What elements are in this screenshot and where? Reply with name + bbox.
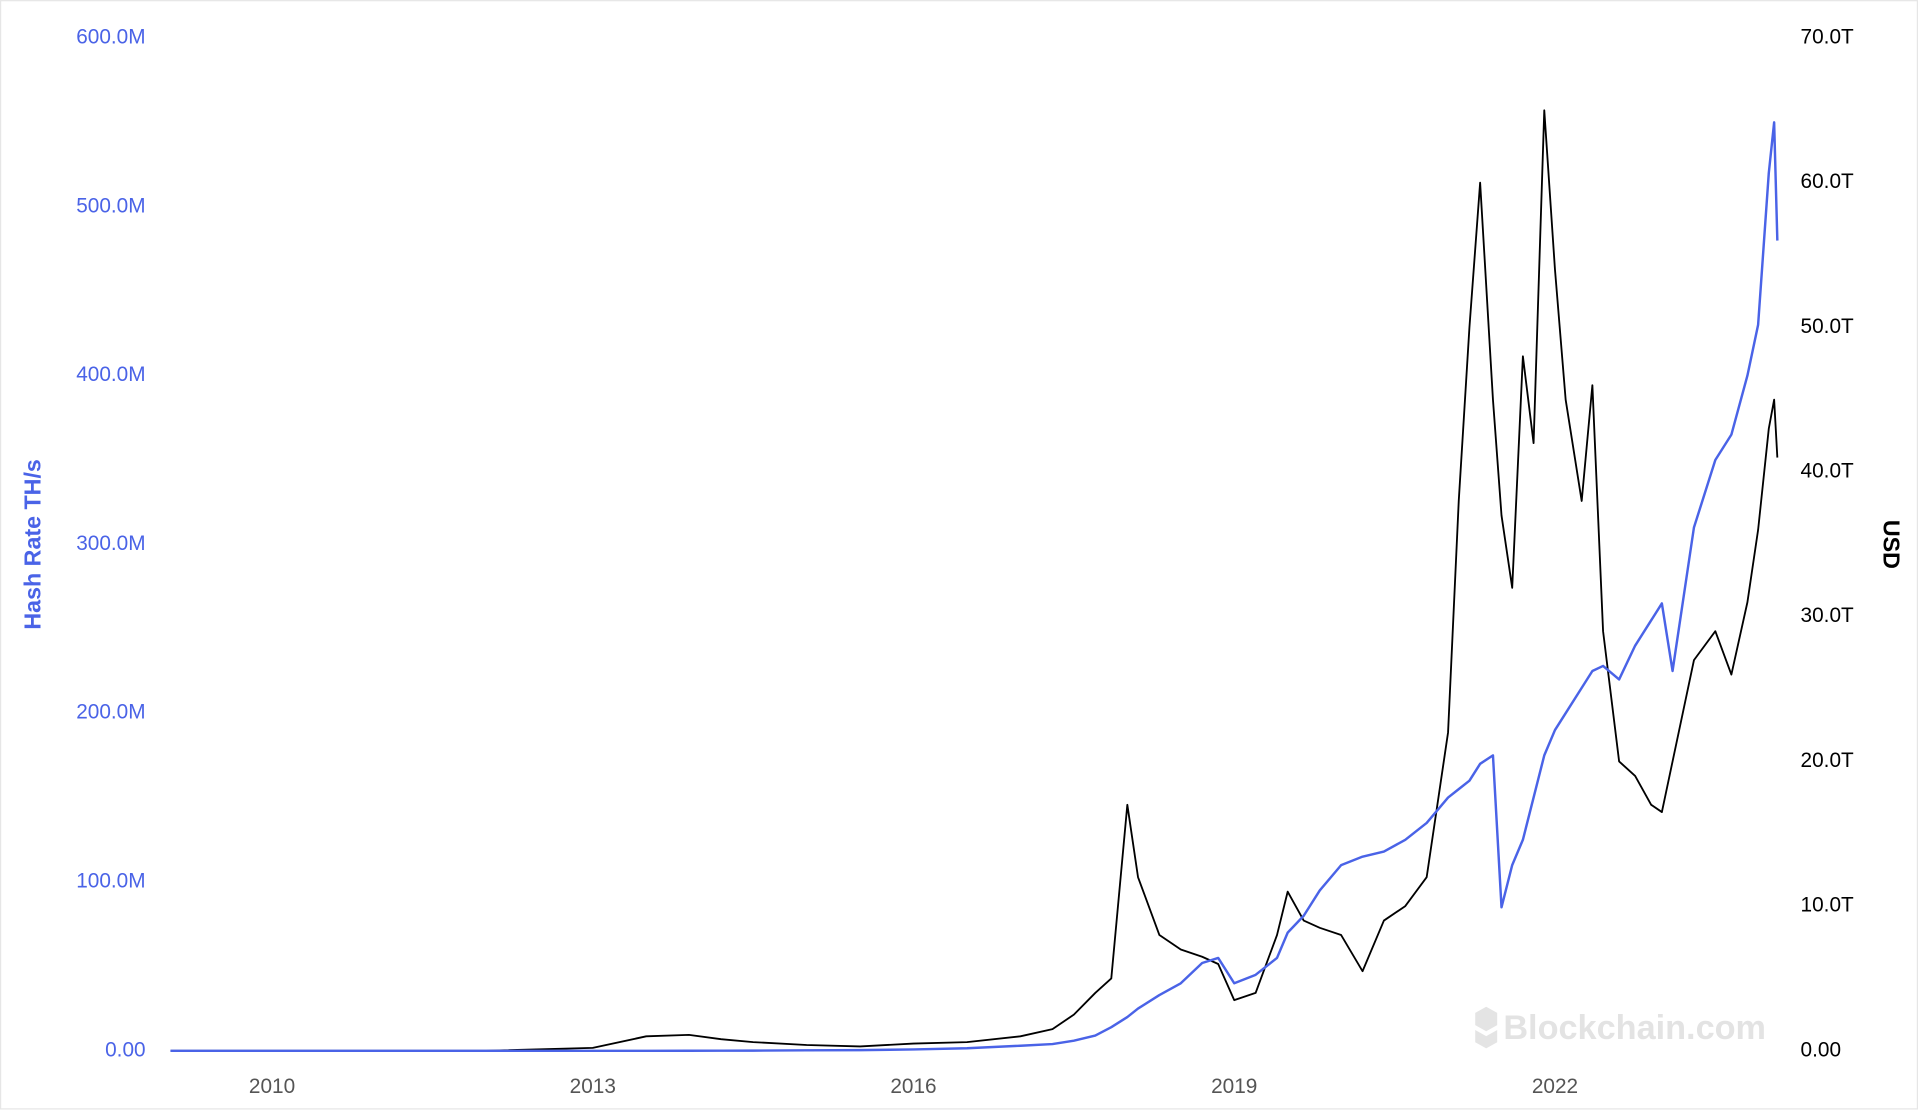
y-tick-label: 500.0M: [76, 194, 145, 217]
y2-tick-label: 30.0T: [1801, 604, 1854, 627]
y-tick-label: 0.00: [105, 1038, 145, 1061]
y-tick-label: 100.0M: [76, 869, 145, 892]
y2-tick-label: 50.0T: [1801, 315, 1854, 338]
y2-tick-label: 0.00: [1801, 1038, 1841, 1061]
x-tick-label: 2022: [1532, 1075, 1578, 1098]
y2-tick-label: 10.0T: [1801, 894, 1854, 917]
series-line: [170, 109, 1779, 1052]
y-tick-label: 400.0M: [76, 363, 145, 386]
y-axis-title: Hash Rate TH/s: [19, 459, 45, 629]
y2-axis-title: USD: [1879, 520, 1905, 569]
y2-tick-label: 20.0T: [1801, 749, 1854, 772]
watermark-logo: [1475, 1006, 1498, 1049]
x-tick-label: 2019: [1211, 1075, 1257, 1098]
x-tick-label: 2016: [890, 1075, 936, 1098]
y-tick-label: 200.0M: [76, 701, 145, 724]
x-tick-label: 2013: [570, 1075, 616, 1098]
y-tick-label: 300.0M: [76, 532, 145, 555]
x-tick-label: 2010: [249, 1075, 295, 1098]
y2-tick-label: 60.0T: [1801, 170, 1854, 193]
watermark-text: Blockchain.com: [1503, 1009, 1766, 1047]
watermark: Blockchain.com: [1475, 1006, 1766, 1049]
y2-tick-label: 40.0T: [1801, 460, 1854, 483]
y-tick-label: 600.0M: [76, 25, 145, 48]
series-line: [170, 121, 1779, 1053]
y2-tick-label: 70.0T: [1801, 25, 1854, 48]
